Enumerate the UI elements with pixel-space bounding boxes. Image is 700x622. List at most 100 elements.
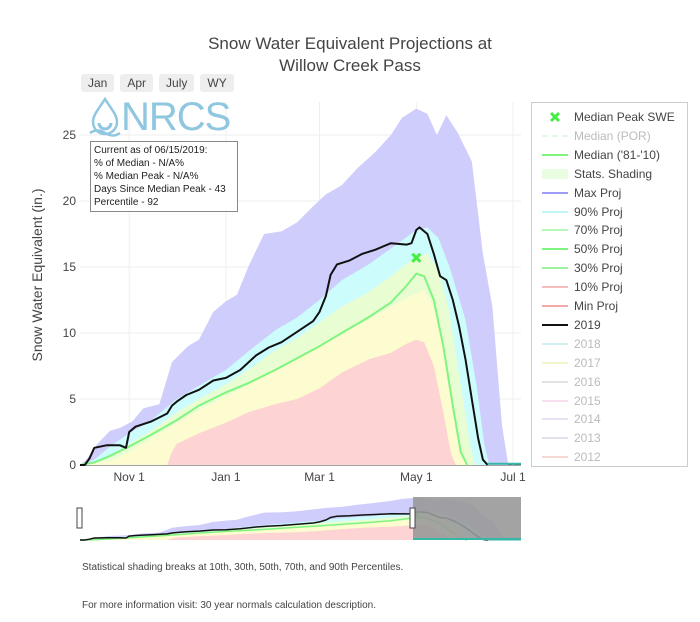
series-lines <box>79 226 521 466</box>
chart-title: Snow Water Equivalent Projections at Wil… <box>150 33 550 77</box>
legend-item-90-proj[interactable]: 90% Proj <box>540 203 623 221</box>
legend-item-70-proj[interactable]: 70% Proj <box>540 221 623 239</box>
nrcs-logo: NRCS <box>89 95 231 141</box>
legend-label: 2016 <box>574 374 601 389</box>
legend-label: Max Proj <box>574 185 622 200</box>
info-days-since-peak: Days Since Median Peak - 43 <box>94 184 226 195</box>
nrcs-logo-text: NRCS <box>121 95 231 139</box>
y-tick-label: 15 <box>63 260 77 274</box>
legend-item-median-por[interactable]: Median (POR) <box>540 127 651 145</box>
range-button-apr[interactable]: Apr <box>120 74 154 92</box>
legend-item-median-peak-swe[interactable]: Median Peak SWE <box>540 108 675 126</box>
current-status-box: Current as of 06/15/2019: % of Median - … <box>90 141 238 212</box>
y-axis-label: Snow Water Equivalent (in.) <box>29 189 45 362</box>
legend-swatch-icon <box>542 153 568 156</box>
info-percent-median: % of Median - N/A% <box>94 158 185 169</box>
legend-item-stats-shading[interactable]: Stats. Shading <box>540 165 652 183</box>
legend-swatch-icon <box>542 305 568 307</box>
legend-item-2016[interactable]: 2016 <box>540 373 601 391</box>
legend-swatch-icon <box>542 267 568 270</box>
info-current-date: Current as of 06/15/2019: <box>94 145 208 156</box>
legend-swatch-icon <box>542 380 568 383</box>
legend-swatch-icon <box>542 191 568 194</box>
legend-label: 90% Proj <box>574 204 623 219</box>
legend-item-2017[interactable]: 2017 <box>540 354 601 372</box>
more-info-footnote[interactable]: For more information visit: 30 year norm… <box>82 600 377 611</box>
legend-item-median-81-10[interactable]: Median ('81-'10) <box>540 146 660 164</box>
y-tick-label: 5 <box>69 392 76 406</box>
legend-swatch-icon <box>542 286 568 289</box>
shading-footnote: Statistical shading breaks at 10th, 30th… <box>82 562 404 573</box>
legend-label: 2018 <box>574 336 601 351</box>
legend-swatch-icon <box>542 456 568 459</box>
range-button-wy[interactable]: WY <box>200 74 234 92</box>
chart-title-line1: Snow Water Equivalent Projections at <box>208 34 492 53</box>
range-slider <box>76 497 521 541</box>
x-tick-label: Mar 1 <box>304 470 335 484</box>
range-button-july[interactable]: July <box>159 74 195 92</box>
range-selector: Jan Apr July WY <box>81 74 234 92</box>
band-10-proj <box>167 339 456 465</box>
legend-item-2012[interactable]: 2012 <box>540 448 601 466</box>
range-button-jan[interactable]: Jan <box>81 74 115 92</box>
legend-label: 10% Proj <box>574 280 623 295</box>
y-tick-label: 10 <box>63 326 77 340</box>
legend-label: 2014 <box>574 412 601 427</box>
legend-label: 2017 <box>574 355 601 370</box>
legend-swatch-icon <box>542 323 568 326</box>
legend-item-2019[interactable]: 2019 <box>540 316 601 334</box>
series-line-median-81-10- <box>79 272 468 466</box>
range-slider-right-handle[interactable] <box>409 507 416 529</box>
water-drop-icon <box>89 97 121 137</box>
chart-markers <box>411 252 422 263</box>
legend-item-2015[interactable]: 2015 <box>540 392 601 410</box>
y-tick-label: 25 <box>63 128 77 142</box>
legend-label: Stats. Shading <box>574 166 653 181</box>
y-tick-label: 20 <box>63 194 77 208</box>
legend-label: 2015 <box>574 393 601 408</box>
legend-label: Median (POR) <box>574 128 651 143</box>
info-percentile: Percentile - 92 <box>94 197 159 208</box>
legend-swatch-icon <box>542 168 568 179</box>
legend-swatch-icon <box>542 418 568 421</box>
legend-swatch-icon <box>542 342 568 345</box>
chart-axes: 0 5 10 15 20 25 Nov 1 Jan 1 Mar 1 May 1 Jul 1 <box>63 128 526 484</box>
legend-label: 2013 <box>574 431 601 446</box>
legend-item-2013[interactable]: 2013 <box>540 429 601 447</box>
legend-label: 30% Proj <box>574 261 623 276</box>
legend-item-10-proj[interactable]: 10% Proj <box>540 278 623 296</box>
legend-item-30-proj[interactable]: 30% Proj <box>540 259 623 277</box>
info-percent-median-peak: % Median Peak - N/A% <box>94 171 199 182</box>
y-tick-label: 0 <box>69 458 76 472</box>
legend-label: 70% Proj <box>574 223 623 238</box>
slider-band <box>167 525 456 540</box>
legend-item-2014[interactable]: 2014 <box>540 410 601 428</box>
legend-item-2018[interactable]: 2018 <box>540 335 601 353</box>
legend-swatch-icon <box>542 361 568 364</box>
legend-label: Median ('81-'10) <box>574 147 660 162</box>
x-tick-label: May 1 <box>400 470 433 484</box>
legend-label: Median Peak SWE <box>574 110 675 124</box>
x-tick-label: Jan 1 <box>211 470 241 484</box>
range-slider-left-handle[interactable] <box>76 507 83 529</box>
legend-swatch-icon <box>542 134 568 137</box>
legend-swatch-icon <box>542 229 568 232</box>
median-peak-swe-marker <box>411 252 422 263</box>
percentile-bands <box>80 108 509 465</box>
legend-item-min-proj[interactable]: Min Proj <box>540 297 618 315</box>
chart-legend: Median Peak SWE Median (POR) Median ('81-'… <box>531 102 688 467</box>
series-line-2019 <box>80 226 489 466</box>
x-tick-label: Jul 1 <box>500 470 526 484</box>
legend-swatch-icon <box>542 248 568 251</box>
legend-item-50-proj[interactable]: 50% Proj <box>540 240 623 258</box>
legend-swatch-icon <box>542 399 568 402</box>
x-tick-label: Nov 1 <box>113 470 145 484</box>
legend-label: 2019 <box>574 317 601 332</box>
legend-item-max-proj[interactable]: Max Proj <box>540 184 621 202</box>
legend-label: 2012 <box>574 450 601 465</box>
legend-label: 50% Proj <box>574 242 623 257</box>
range-slider-mask <box>413 497 521 540</box>
legend-swatch-icon <box>549 111 561 123</box>
chart-title-line2: Willow Creek Pass <box>279 56 421 75</box>
legend-swatch-icon <box>542 210 568 213</box>
